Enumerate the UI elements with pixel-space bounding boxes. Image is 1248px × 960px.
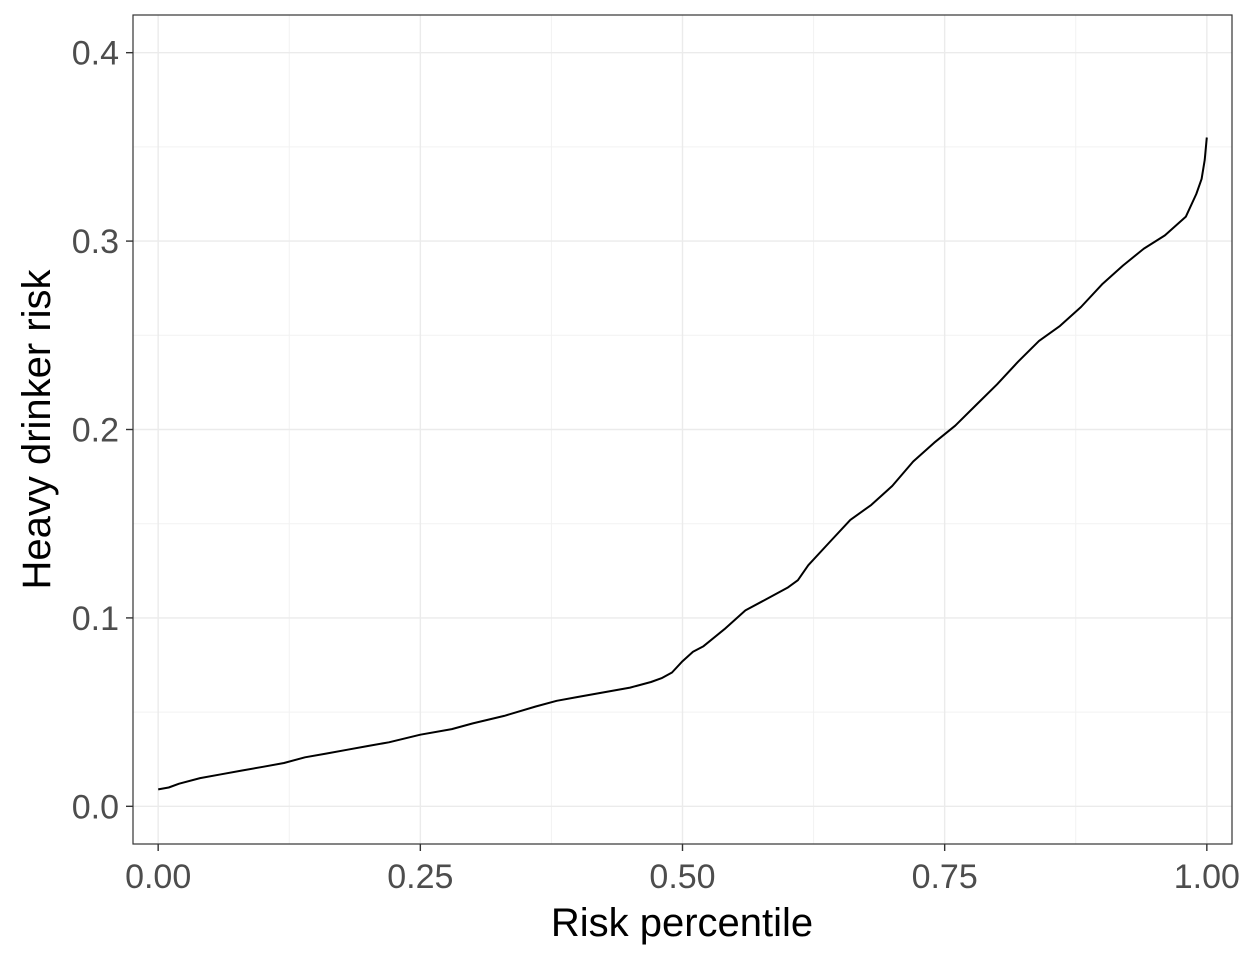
series-layer xyxy=(158,137,1208,791)
y-tick-label: 0.4 xyxy=(72,35,119,73)
y-axis: 0.0 0.1 0.2 0.3 0.4 xyxy=(72,35,133,826)
y-tick-label: 0.3 xyxy=(72,223,119,261)
x-tick-label: 0.75 xyxy=(912,858,978,896)
x-axis-title: Risk percentile xyxy=(551,901,813,945)
y-tick-label: 0.1 xyxy=(72,600,119,638)
x-tick-label: 1.00 xyxy=(1174,858,1240,896)
risk-curve-line xyxy=(158,137,1208,791)
major-gridlines xyxy=(133,15,1232,844)
x-axis: 0.00 0.25 0.50 0.75 1.00 xyxy=(125,844,1240,896)
x-tick-label: 0.00 xyxy=(125,858,191,896)
y-axis-title: Heavy drinker risk xyxy=(15,268,59,589)
y-tick-label: 0.2 xyxy=(72,412,119,450)
x-tick-label: 0.25 xyxy=(387,858,453,896)
y-tick-label: 0.0 xyxy=(72,788,119,826)
x-tick-label: 0.50 xyxy=(649,858,715,896)
